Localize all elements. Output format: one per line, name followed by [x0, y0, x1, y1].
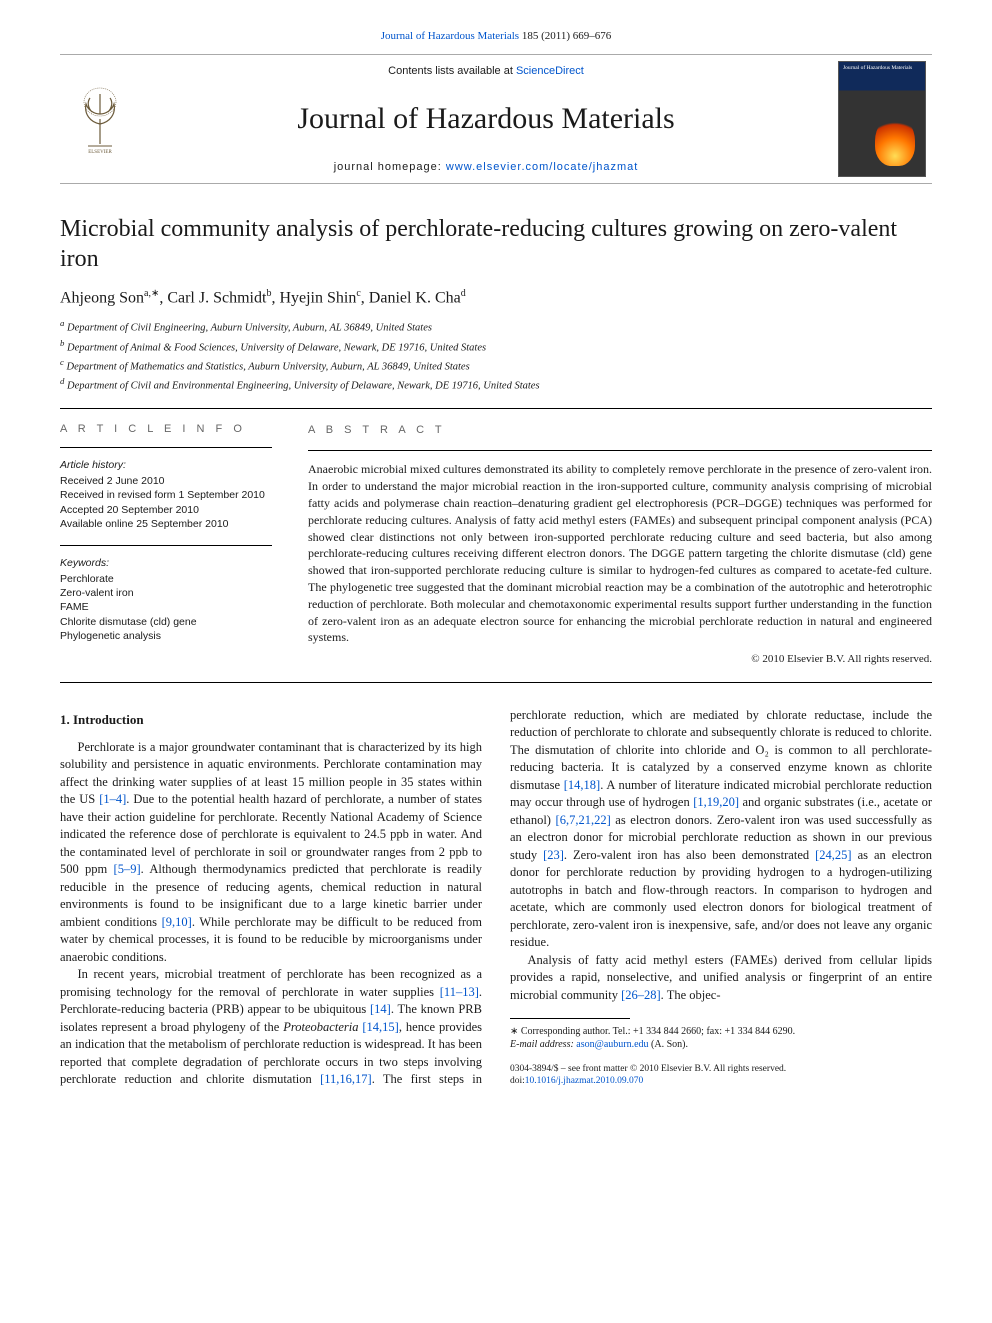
svg-text:ELSEVIER: ELSEVIER: [88, 150, 112, 154]
keyword-line: FAME: [60, 600, 272, 614]
email-line: E-mail address: ason@auburn.edu (A. Son)…: [510, 1038, 932, 1051]
article-history-label: Article history:: [60, 458, 272, 472]
ref-link-6-7-21-22[interactable]: [6,7,21,22]: [556, 813, 611, 827]
publisher-logo-slot: ELSEVIER: [60, 55, 140, 183]
intro-para-1: Perchlorate is a major groundwater conta…: [60, 739, 482, 967]
front-matter-footer: 0304-3894/$ – see front matter © 2010 El…: [510, 1063, 932, 1088]
cover-label: Journal of Hazardous Materials: [843, 65, 921, 71]
journal-homepage-line: journal homepage: www.elsevier.com/locat…: [334, 161, 639, 173]
keyword-line: Phylogenetic analysis: [60, 629, 272, 643]
cover-flame-graphic: [875, 116, 915, 166]
contents-available-line: Contents lists available at ScienceDirec…: [388, 65, 584, 77]
journal-cover-thumbnail: Journal of Hazardous Materials: [838, 61, 926, 177]
cover-thumb-slot: Journal of Hazardous Materials: [832, 55, 932, 183]
affiliations: a Department of Civil Engineering, Aubur…: [60, 317, 932, 394]
ref-link-14-18[interactable]: [14,18]: [564, 778, 600, 792]
taxon-italic: Proteobacteria: [283, 1020, 358, 1034]
ref-link-23[interactable]: [23]: [543, 848, 564, 862]
keyword-line: Perchlorate: [60, 572, 272, 586]
history-line: Received 2 June 2010: [60, 474, 272, 488]
abstract-text: Anaerobic microbial mixed cultures demon…: [308, 461, 932, 646]
author-list: Ahjeong Sona,∗, Carl J. Schmidtb, Hyejin…: [60, 288, 932, 307]
keyword-line: Chlorite dismutase (cld) gene: [60, 615, 272, 629]
intro-para-3: Analysis of fatty acid methyl esters (FA…: [510, 952, 932, 1005]
history-line: Received in revised form 1 September 201…: [60, 488, 272, 502]
corresponding-author-note: ∗ Corresponding author. Tel.: +1 334 844…: [510, 1025, 932, 1038]
ref-link-1-4[interactable]: [1–4]: [99, 792, 126, 806]
affiliation-line: a Department of Civil Engineering, Aubur…: [60, 317, 932, 336]
keywords-block: Keywords: PerchlorateZero-valent ironFAM…: [60, 556, 272, 643]
ref-link-11-16-17[interactable]: [11,16,17]: [320, 1072, 372, 1086]
abstract-column: A B S T R A C T Anaerobic microbial mixe…: [290, 409, 932, 682]
homepage-prefix: journal homepage:: [334, 161, 446, 173]
ref-link-26-28[interactable]: [26–28]: [621, 988, 661, 1002]
article-title: Microbial community analysis of perchlor…: [60, 214, 932, 274]
running-head-citation: 185 (2011) 669–676: [519, 30, 611, 42]
article-info-column: A R T I C L E I N F O Article history: R…: [60, 409, 290, 682]
ref-link-24-25[interactable]: [24,25]: [815, 848, 851, 862]
footnote-block: ∗ Corresponding author. Tel.: +1 334 844…: [510, 1018, 932, 1088]
article-history-block: Article history: Received 2 June 2010Rec…: [60, 458, 272, 531]
history-line: Available online 25 September 2010: [60, 517, 272, 531]
article-info-heading: A R T I C L E I N F O: [60, 423, 272, 435]
footnote-separator: [510, 1018, 630, 1019]
doi-line: doi:10.1016/j.jhazmat.2010.09.070: [510, 1075, 932, 1087]
history-line: Accepted 20 September 2010: [60, 503, 272, 517]
abstract-heading: A B S T R A C T: [308, 423, 932, 438]
section-heading-introduction: 1. Introduction: [60, 711, 482, 729]
info-abstract-row: A R T I C L E I N F O Article history: R…: [60, 408, 932, 683]
ref-link-1-19-20[interactable]: [1,19,20]: [693, 795, 739, 809]
journal-homepage-link[interactable]: www.elsevier.com/locate/jhazmat: [446, 161, 638, 173]
affiliation-line: d Department of Civil and Environmental …: [60, 375, 932, 394]
email-label: E-mail address:: [510, 1039, 576, 1050]
running-head-journal-link[interactable]: Journal of Hazardous Materials: [381, 30, 519, 42]
keywords-label: Keywords:: [60, 556, 272, 570]
sciencedirect-link[interactable]: ScienceDirect: [516, 65, 584, 77]
ref-link-14[interactable]: [14]: [370, 1002, 391, 1016]
ref-link-11-13[interactable]: [11–13]: [440, 985, 479, 999]
body-two-column: 1. Introduction Perchlorate is a major g…: [60, 707, 932, 1089]
contents-prefix: Contents lists available at: [388, 65, 516, 77]
affiliation-line: b Department of Animal & Food Sciences, …: [60, 337, 932, 356]
journal-name: Journal of Hazardous Materials: [297, 102, 674, 136]
affiliation-line: c Department of Mathematics and Statisti…: [60, 356, 932, 375]
abstract-copyright: © 2010 Elsevier B.V. All rights reserved…: [308, 652, 932, 667]
doi-link[interactable]: 10.1016/j.jhazmat.2010.09.070: [525, 1076, 643, 1086]
email-suffix: (A. Son).: [649, 1039, 688, 1050]
ref-link-9-10[interactable]: [9,10]: [162, 915, 192, 929]
author-email-link[interactable]: ason@auburn.edu: [576, 1039, 648, 1050]
journal-masthead: ELSEVIER Contents lists available at Sci…: [60, 54, 932, 184]
ref-link-14-15[interactable]: [14,15]: [362, 1020, 398, 1034]
issn-copyright-line: 0304-3894/$ – see front matter © 2010 El…: [510, 1063, 932, 1075]
elsevier-tree-logo: ELSEVIER: [70, 84, 130, 154]
masthead-center: Contents lists available at ScienceDirec…: [140, 55, 832, 183]
keyword-line: Zero-valent iron: [60, 586, 272, 600]
ref-link-5-9[interactable]: [5–9]: [114, 862, 141, 876]
running-head: Journal of Hazardous Materials 185 (2011…: [60, 30, 932, 42]
